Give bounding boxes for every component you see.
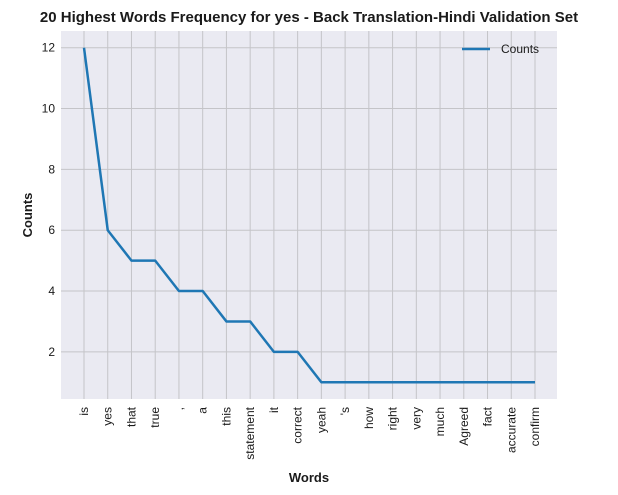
chart-title: 20 Highest Words Frequency for yes - Bac… xyxy=(40,9,578,26)
y-axis: 2 4 6 8 10 12 xyxy=(42,41,56,359)
plot-area xyxy=(61,31,557,399)
x-tick-label: yes xyxy=(101,407,115,426)
x-tick-label: confirm xyxy=(528,407,542,446)
y-tick-label: 8 xyxy=(48,162,55,176)
grid xyxy=(61,31,557,399)
x-tick-label: very xyxy=(409,407,423,430)
y-tick-label: 6 xyxy=(48,223,55,237)
x-axis-label: Words xyxy=(289,470,329,485)
x-tick-label: fact xyxy=(481,406,495,426)
legend: Counts xyxy=(462,42,539,56)
y-tick-label: 10 xyxy=(42,102,56,116)
x-tick-label: yeah xyxy=(314,407,328,433)
y-tick-label: 4 xyxy=(48,284,55,298)
x-tick-label: Agreed xyxy=(457,407,471,446)
y-tick-label: 12 xyxy=(42,41,56,55)
y-axis-label: Counts xyxy=(20,193,35,238)
x-tick-label: is xyxy=(77,407,91,416)
x-tick-label: true xyxy=(148,407,162,428)
x-tick-label: accurate xyxy=(504,407,518,453)
series-group xyxy=(82,47,535,384)
series-line xyxy=(82,47,535,384)
x-tick-label: , xyxy=(172,407,186,410)
y-tick-label: 2 xyxy=(48,345,55,359)
x-tick-label: this xyxy=(219,407,233,426)
x-axis: is yes that true, a this statement it correct yea… xyxy=(77,406,542,459)
x-tick-label: 's xyxy=(338,407,352,415)
x-tick-label: a xyxy=(196,407,210,414)
x-tick-label: statement xyxy=(243,406,257,459)
x-tick-label: correct xyxy=(291,406,305,443)
x-tick-label: that xyxy=(124,406,138,427)
x-tick-label: it xyxy=(267,406,281,413)
legend-label: Counts xyxy=(501,42,539,56)
x-tick-label: much xyxy=(433,407,447,436)
x-tick-label: how xyxy=(362,407,376,429)
x-tick-label: right xyxy=(386,406,400,430)
